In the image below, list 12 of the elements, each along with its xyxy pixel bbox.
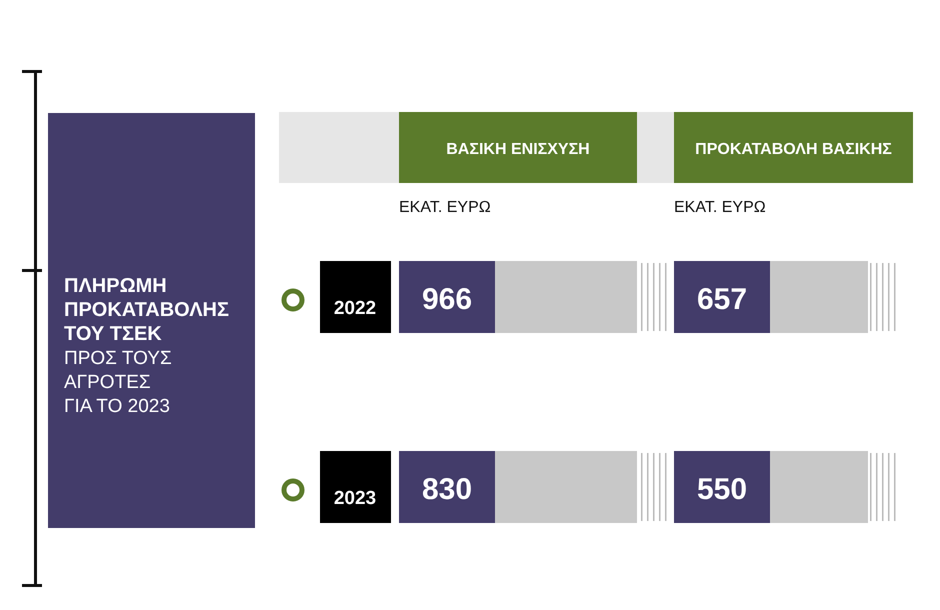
data-label: 966 <box>422 283 472 316</box>
category-label: ΠΡΟΚΑΤΑΒΟΛΗ ΒΑΣΙΚΗΣ <box>695 141 892 158</box>
category-label: ΒΑΣΙΚΗ ΕΝΙΣΧΥΣΗ <box>446 141 590 158</box>
text: ΕΚΑΤ. ΕΥΡΩ <box>674 199 766 216</box>
data-label: 657 <box>696 283 748 316</box>
data-label: 550 <box>696 473 748 506</box>
series-label: 2023 <box>334 488 376 509</box>
text: ΕΚΑΤ. ΕΥΡΩ <box>399 199 491 216</box>
text: ΠΛΗΡΩΜΗ ΠΡΟΚΑΤΑΒΟΛΗΣ ΤΟΥ ΤΣΕΚ <box>64 275 229 345</box>
series-label: 2022 <box>334 298 376 319</box>
text: ΠΡΟΣ ΤΟΥΣ ΑΓΡΟΤΕΣ ΓΙΑ ΤΟ 2023 <box>64 348 172 417</box>
data-label: 830 <box>422 473 472 506</box>
